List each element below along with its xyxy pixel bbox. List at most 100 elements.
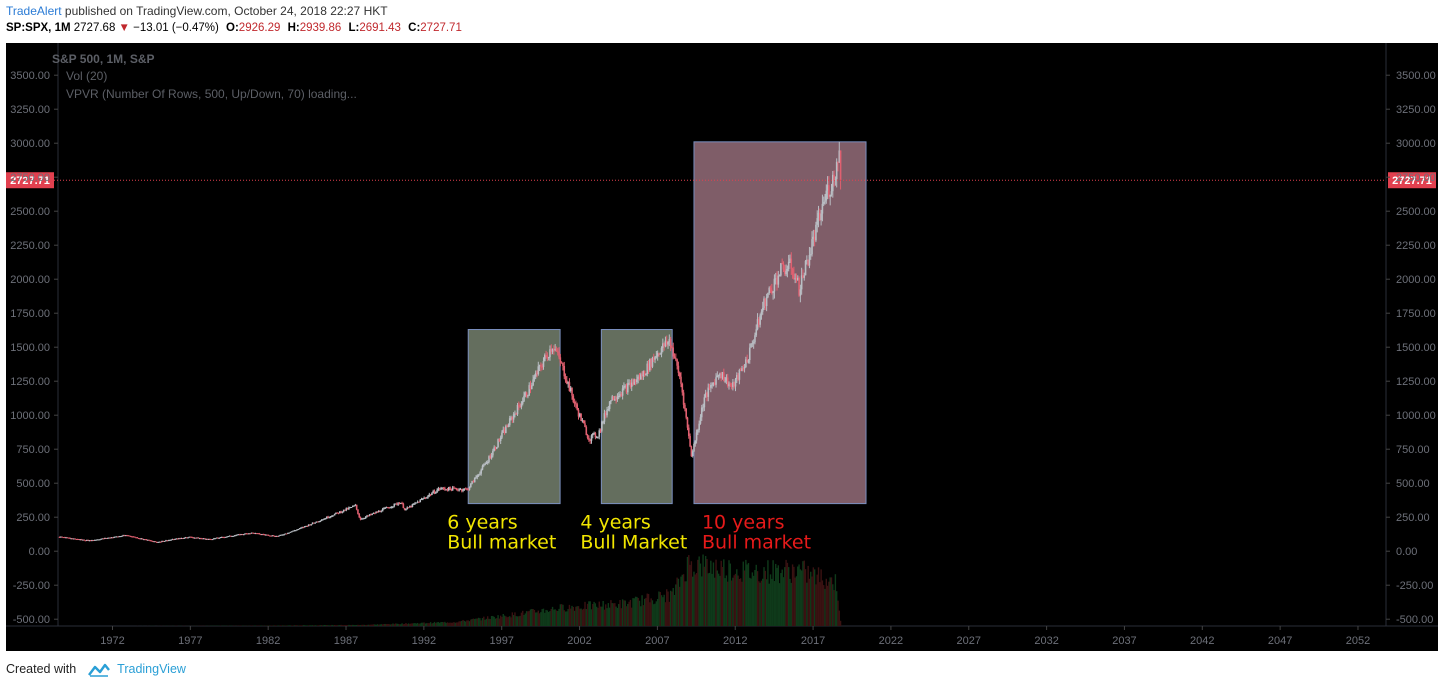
last-value: 2727.68 (73, 22, 116, 34)
candle-body (838, 150, 841, 163)
volume-bar (389, 624, 392, 626)
candle-body (707, 387, 710, 397)
y-tick-label-left: 1250.00 (10, 376, 50, 388)
candle-body (244, 533, 246, 535)
candle-body (385, 507, 388, 509)
candle-body (110, 537, 113, 539)
candle-body (279, 534, 281, 536)
volume-bar (823, 585, 825, 626)
candle-body (536, 372, 538, 375)
candle-body (380, 511, 383, 513)
volume-bar (520, 612, 523, 626)
candle-body (420, 498, 423, 500)
candle-body (616, 396, 619, 400)
volume-bar (518, 616, 520, 626)
volume-bar (371, 624, 373, 626)
candle-body (794, 278, 796, 280)
candle-body (359, 517, 362, 520)
candle-body (755, 329, 758, 336)
candle-body (397, 503, 399, 505)
y-tick-label-left: 750.00 (16, 444, 50, 456)
candle-body (655, 356, 658, 358)
candle-body (303, 526, 306, 528)
candle-body (340, 511, 342, 513)
candle-body (752, 342, 755, 344)
candle-body (240, 534, 242, 536)
candle-body (205, 538, 207, 540)
candle-body (267, 534, 270, 536)
volume-bar (344, 625, 346, 626)
candle-body (210, 539, 213, 541)
candle-body (541, 366, 543, 368)
volume-bar (633, 598, 635, 626)
y-tick-label-right: 1750.00 (1396, 308, 1436, 320)
candle-body (642, 371, 645, 377)
price-chart[interactable]: 2727.71 2727.71 3500.00 3500.00 3250.00 3250… (6, 43, 1438, 651)
volume-bar (608, 607, 611, 626)
candle-body (143, 539, 145, 541)
chart-area[interactable]: 2727.71 2727.71 3500.00 3500.00 3250.00 3250… (6, 43, 1438, 651)
volume-bar (448, 622, 450, 626)
volume-bar (729, 563, 732, 626)
volume-bar (340, 624, 342, 626)
y-tick-label-right: 1500.00 (1396, 342, 1436, 354)
volume-bar (272, 625, 275, 626)
candle-body (824, 200, 826, 203)
tradingview-link[interactable]: TradingView (117, 662, 186, 676)
volume-bar (519, 615, 521, 626)
candle-body (146, 539, 149, 541)
candle-body (806, 259, 808, 261)
candle-body (825, 190, 828, 201)
candle-body (580, 413, 582, 422)
candle-body (139, 538, 141, 540)
candle-body (641, 374, 643, 377)
candle-body (418, 501, 420, 503)
candle-body (226, 536, 228, 538)
volume-bar (352, 624, 354, 626)
candle-body (66, 537, 69, 539)
volume-bar (320, 625, 323, 626)
volume-bar (568, 604, 571, 626)
volume-bar (693, 571, 695, 626)
volume-bar (346, 625, 349, 626)
publisher-name[interactable]: TradeAlert (6, 4, 62, 18)
volume-bar (817, 567, 820, 626)
candle-body (636, 379, 638, 383)
candle-body (839, 150, 842, 181)
volume-bar (754, 570, 756, 626)
volume-bar (765, 579, 768, 626)
volume-bar (741, 581, 743, 626)
candle-body (576, 404, 579, 410)
candle-body (597, 436, 599, 438)
candle-body (215, 537, 218, 539)
candle-body (534, 372, 537, 377)
highlight-box-2 (600, 329, 673, 505)
y-tick-label-right: 2250.00 (1396, 240, 1436, 252)
candle-body (355, 504, 358, 510)
volume-bar (642, 605, 645, 626)
volume-bar (785, 559, 787, 626)
candle-body (475, 477, 477, 479)
volume-bar (366, 624, 368, 626)
candle-body (529, 385, 532, 390)
volume-bar (378, 624, 380, 626)
volume-bar (677, 578, 680, 626)
candle-body (346, 508, 349, 510)
volume-bar (453, 622, 455, 626)
volume-bar (470, 619, 472, 626)
candle-body (188, 536, 191, 538)
volume-bar (313, 625, 315, 626)
candle-body (201, 538, 204, 540)
candle-body (828, 185, 830, 197)
candle-body (503, 429, 506, 434)
volume-bar (509, 616, 511, 626)
volume-bar (505, 616, 507, 626)
volume-bar (461, 620, 463, 626)
candle-body (227, 536, 230, 538)
volume-bar (586, 603, 589, 626)
candle-body (803, 275, 806, 278)
tradingview-logo-icon[interactable] (87, 663, 110, 677)
candle-body (724, 380, 726, 382)
candle-body (489, 456, 492, 459)
volume-bar (570, 608, 572, 626)
